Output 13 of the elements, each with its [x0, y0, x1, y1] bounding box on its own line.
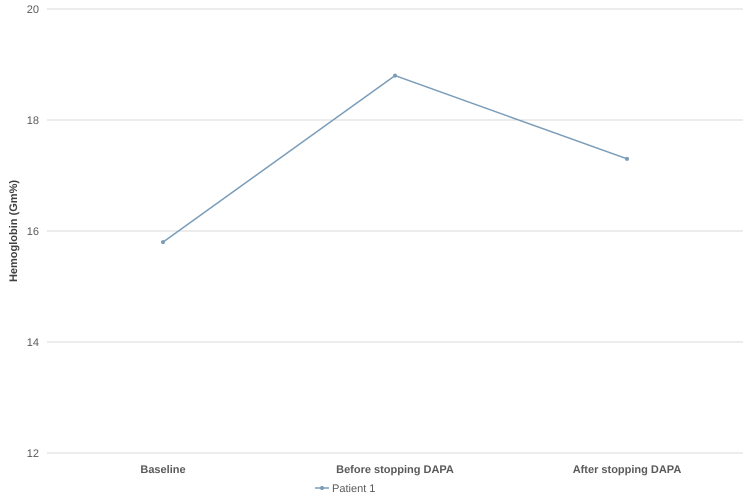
- point: [625, 156, 629, 161]
- y-tick-label: 18: [26, 114, 39, 127]
- y-tick-label: 12: [26, 448, 39, 460]
- legend-label: Patient 1: [332, 482, 376, 495]
- y-tick-label: 14: [26, 336, 39, 349]
- y-tick-label: 20: [26, 4, 39, 16]
- x-tick-label: Baseline: [140, 464, 186, 476]
- y-tick-label: 16: [26, 226, 39, 238]
- point: [161, 240, 165, 244]
- y-axis-title: Hemoglobin (Gm%): [8, 180, 20, 282]
- point: [393, 74, 397, 78]
- x-tick-label: Before stopping DAPA: [336, 464, 454, 476]
- x-tick-label: After stopping DAPA: [572, 464, 682, 476]
